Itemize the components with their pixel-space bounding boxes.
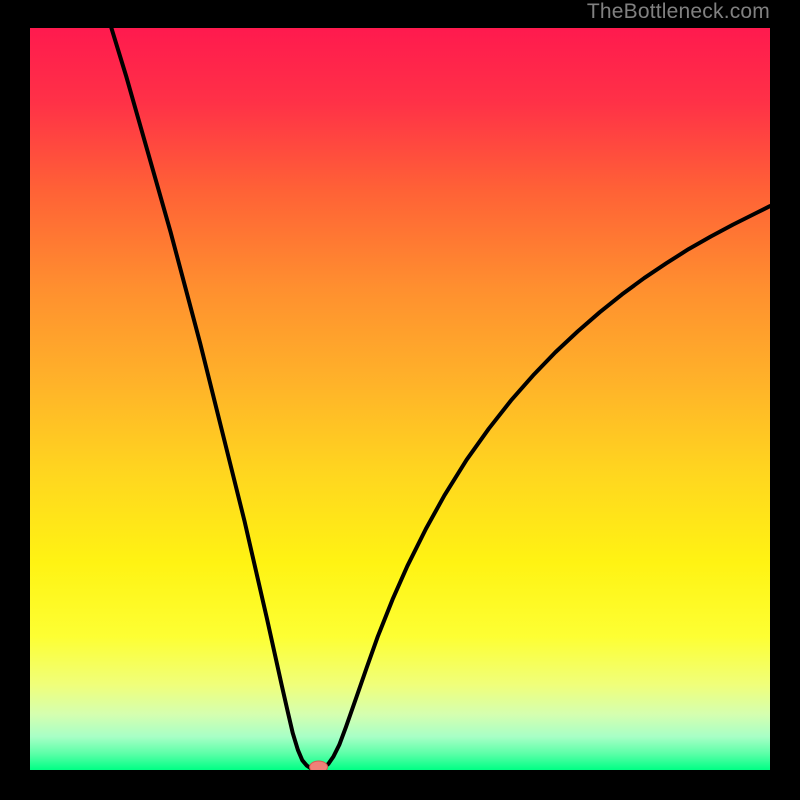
frame-right <box>770 0 800 800</box>
watermark-text: TheBottleneck.com <box>587 0 770 24</box>
chart-background <box>30 28 770 770</box>
frame-bottom <box>0 770 800 800</box>
bottleneck-chart <box>30 28 770 770</box>
valley-marker <box>310 761 328 770</box>
frame-left <box>0 0 30 800</box>
